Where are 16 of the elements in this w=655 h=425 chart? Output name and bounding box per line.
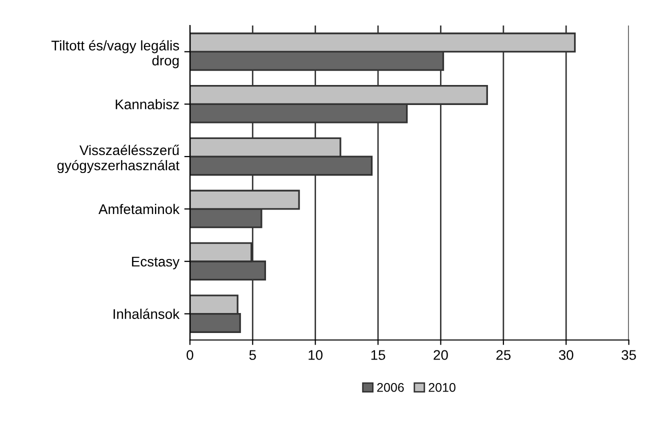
- legend-label: 2006: [377, 383, 404, 392]
- y-tick-label: Kannabisz: [116, 99, 179, 110]
- y-tick-label: Inhalánsok: [114, 308, 180, 319]
- x-tick-label: 25: [496, 350, 511, 360]
- x-tick-label: 10: [308, 350, 323, 360]
- y-tick-label: Visszaélésszerű gyógyszerhasználat: [57, 144, 180, 174]
- x-tick-label: 5: [249, 350, 256, 360]
- x-tick-label: 35: [622, 350, 636, 360]
- x-tick-label: 15: [371, 350, 386, 360]
- y-tick-label: Ecstasy: [132, 256, 180, 270]
- x-tick-label: 30: [558, 350, 574, 360]
- x-tick-label: 0: [186, 350, 194, 360]
- y-tick-label: Amfetaminok: [98, 204, 180, 214]
- legend-label: 2010: [428, 383, 456, 392]
- x-tick-label: 20: [434, 350, 448, 360]
- y-tick-label: Tiltott és/vagy legális drog: [51, 40, 180, 68]
